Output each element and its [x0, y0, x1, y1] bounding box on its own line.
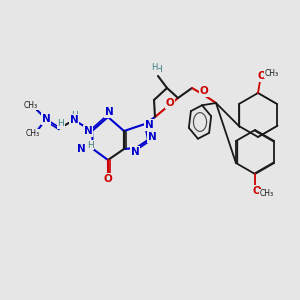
Text: OH: OH [149, 65, 163, 74]
Text: N: N [42, 114, 50, 124]
Text: N: N [105, 107, 113, 117]
Text: H: H [87, 140, 93, 149]
Text: CH₃: CH₃ [265, 68, 279, 77]
Text: N: N [145, 120, 153, 130]
Text: CH₃: CH₃ [26, 130, 40, 139]
Text: H: H [72, 110, 78, 119]
Text: CH₃: CH₃ [260, 190, 274, 199]
Text: O: O [166, 98, 174, 108]
Text: O: O [258, 71, 266, 81]
Text: H: H [151, 62, 157, 71]
Text: N: N [77, 144, 86, 154]
Text: O: O [103, 174, 112, 184]
Text: N: N [130, 147, 140, 157]
Text: O: O [200, 86, 208, 96]
Text: N: N [148, 132, 156, 142]
Text: N: N [84, 126, 92, 136]
Text: H: H [58, 119, 64, 128]
Text: N: N [70, 115, 78, 125]
Text: O: O [253, 186, 261, 196]
Text: CH₃: CH₃ [24, 100, 38, 109]
